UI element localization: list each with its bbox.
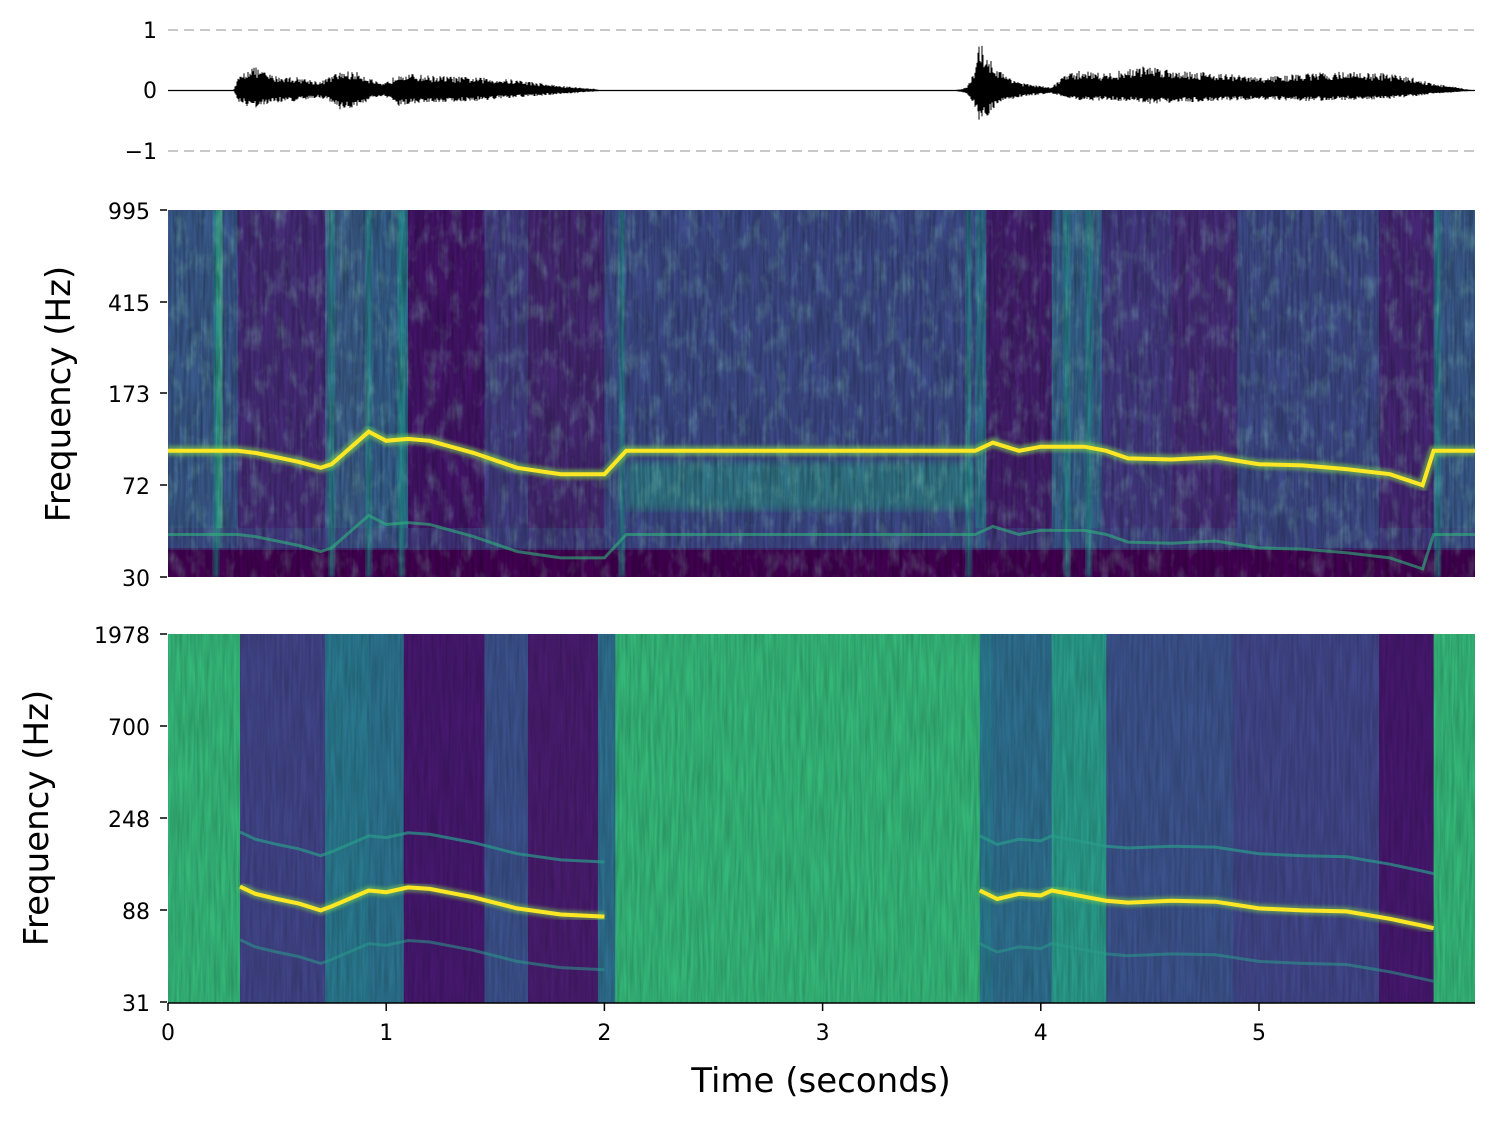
- spec2-ytick-label: 248: [108, 808, 150, 833]
- waveform-panel: 1 0 −1: [125, 19, 1475, 165]
- spec1-ytick-label: 30: [122, 567, 150, 592]
- wave-ytick-label: −1: [125, 140, 157, 165]
- spec2-ytick-label: 700: [108, 716, 150, 741]
- ridge-1-line: [168, 429, 1475, 488]
- ridge-2-subharmonic: [979, 942, 1434, 983]
- ridge-1-subharmonic: [168, 513, 1475, 571]
- spectrogram-2-striations: [168, 634, 1475, 1003]
- ridge-2-harmonic: [979, 834, 1434, 876]
- spec2-ytick-label: 88: [122, 900, 150, 925]
- spec1-ytick-label: 415: [108, 292, 150, 317]
- spectrogram-1-ridge: [168, 425, 1475, 571]
- spec2-ytick-label: 31: [122, 992, 150, 1017]
- x-tick-label: 0: [161, 1021, 175, 1046]
- spec1-ytick-label: 173: [108, 383, 150, 408]
- x-tick-label: 1: [379, 1021, 393, 1046]
- spec2-ylabel: Frequency (Hz): [17, 690, 57, 946]
- x-tick-label: 5: [1252, 1021, 1266, 1046]
- spec1-ytick-label: 995: [108, 200, 150, 225]
- wave-ytick-label: 1: [143, 19, 157, 44]
- x-tick-label: 4: [1034, 1021, 1048, 1046]
- spec2-ytick-label: 1978: [94, 624, 150, 649]
- spec1-ylabel: Frequency (Hz): [39, 266, 79, 522]
- spectrogram-panel-2: 1978 700 248 88 31 Frequency (Hz) 0 1 2 3 4 5…: [17, 624, 1475, 1101]
- x-axis-ticks: 0 1 2 3 4 5: [161, 1003, 1266, 1046]
- spectrogram-panel-1: 995 415 173 72 30 Frequency (Hz): [39, 200, 1475, 592]
- x-tick-label: 3: [816, 1021, 830, 1046]
- ridge-2-line: [239, 884, 605, 919]
- wave-ytick-label: 0: [143, 79, 157, 104]
- spectrogram-1-striations: [168, 210, 1475, 577]
- spec1-ytick-label: 72: [122, 475, 150, 500]
- ridge-2-subharmonic: [239, 938, 605, 972]
- waveform-trace: [233, 45, 1475, 120]
- ridge-2-line: [978, 888, 1435, 931]
- x-tick-label: 2: [597, 1021, 611, 1046]
- x-axis-label: Time (seconds): [690, 1061, 951, 1101]
- spectrogram-2-ridge: [238, 830, 1435, 983]
- ridge-2-harmonic: [239, 830, 605, 864]
